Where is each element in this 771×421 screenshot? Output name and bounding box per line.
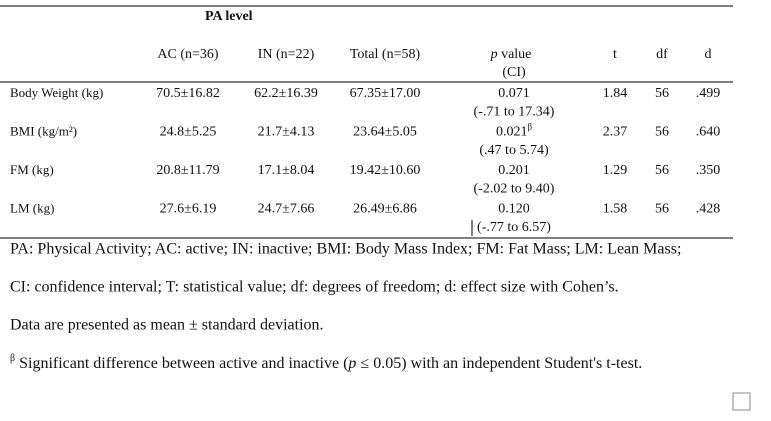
p-value: 0.201	[498, 163, 530, 178]
cell: 24.7±7.66	[258, 202, 315, 217]
p-cell: 0.201	[498, 163, 530, 178]
note-sup: β	[10, 353, 15, 364]
note-p: p	[347, 355, 356, 372]
cell: 1.29	[603, 163, 628, 178]
ci-cell: (.47 to 5.74)	[479, 143, 549, 158]
row-label: Body Weight (kg)	[10, 85, 103, 100]
p-value: 0.021	[496, 125, 528, 140]
cell: 24.8±5.25	[160, 125, 217, 140]
p-cell: 0.071	[498, 86, 530, 101]
col-header: IN (n=22)	[258, 47, 315, 62]
col-header: df	[656, 47, 668, 62]
checkbox[interactable]	[732, 392, 751, 411]
ci-cell: (-.77 to 6.57)	[477, 220, 551, 235]
cell: 21.7±4.13	[258, 125, 315, 140]
col-header: AC (n=36)	[157, 47, 219, 62]
col-header: t	[613, 47, 617, 62]
p-rest: value	[498, 47, 532, 62]
p-sup: β	[527, 122, 532, 132]
cell: 70.5±16.82	[156, 86, 220, 101]
col-header: Total (n=58)	[350, 47, 421, 62]
note: Data are presented as mean ± standard de…	[10, 317, 324, 334]
cell: .428	[696, 202, 721, 217]
ci-cell: (-2.02 to 9.40)	[474, 182, 555, 197]
p-value: 0.071	[498, 86, 530, 101]
cell: .499	[696, 86, 721, 101]
cell: 26.49±6.86	[353, 202, 417, 217]
cell: .640	[696, 125, 721, 140]
cell: 1.84	[603, 86, 628, 101]
col-header: (CI)	[502, 65, 526, 80]
cell: 67.35±17.00	[350, 86, 421, 101]
col-header: d	[705, 47, 712, 62]
ci-cell: (-.71 to 17.34)	[474, 105, 555, 120]
cell: 20.8±11.79	[156, 163, 219, 178]
note-text: ≤ 0.05) with an independent Student's t-…	[356, 355, 642, 372]
cell: .350	[696, 163, 721, 178]
cell: 56	[655, 202, 669, 217]
p-cell: 0.120	[498, 202, 530, 217]
cell: 27.6±6.19	[160, 202, 217, 217]
row-label: FM (kg)	[10, 162, 54, 177]
col-header: p value	[490, 47, 532, 62]
note-text: Significant difference between active an…	[15, 355, 348, 372]
note: CI: confidence interval; T: statistical …	[10, 279, 619, 296]
cell: 19.42±10.60	[350, 163, 421, 178]
cell: 23.64±5.05	[353, 125, 417, 140]
cell: 2.37	[603, 125, 628, 140]
row-label: BMI (kg/m²)	[10, 123, 77, 138]
cell: 56	[655, 86, 669, 101]
note: PA: Physical Activity; AC: active; IN: i…	[10, 241, 681, 258]
header-title: PA level	[205, 9, 253, 24]
row-label: LM (kg)	[10, 200, 54, 215]
cell: 1.58	[603, 202, 628, 217]
cell: 56	[655, 125, 669, 140]
p-italic: p	[490, 47, 498, 62]
p-cell: 0.021β	[496, 122, 533, 140]
cell: 56	[655, 163, 669, 178]
note: β Significant difference between active …	[10, 353, 642, 371]
cell: 62.2±16.39	[254, 86, 318, 101]
p-value: 0.120	[498, 202, 530, 217]
cell: 17.1±8.04	[258, 163, 315, 178]
